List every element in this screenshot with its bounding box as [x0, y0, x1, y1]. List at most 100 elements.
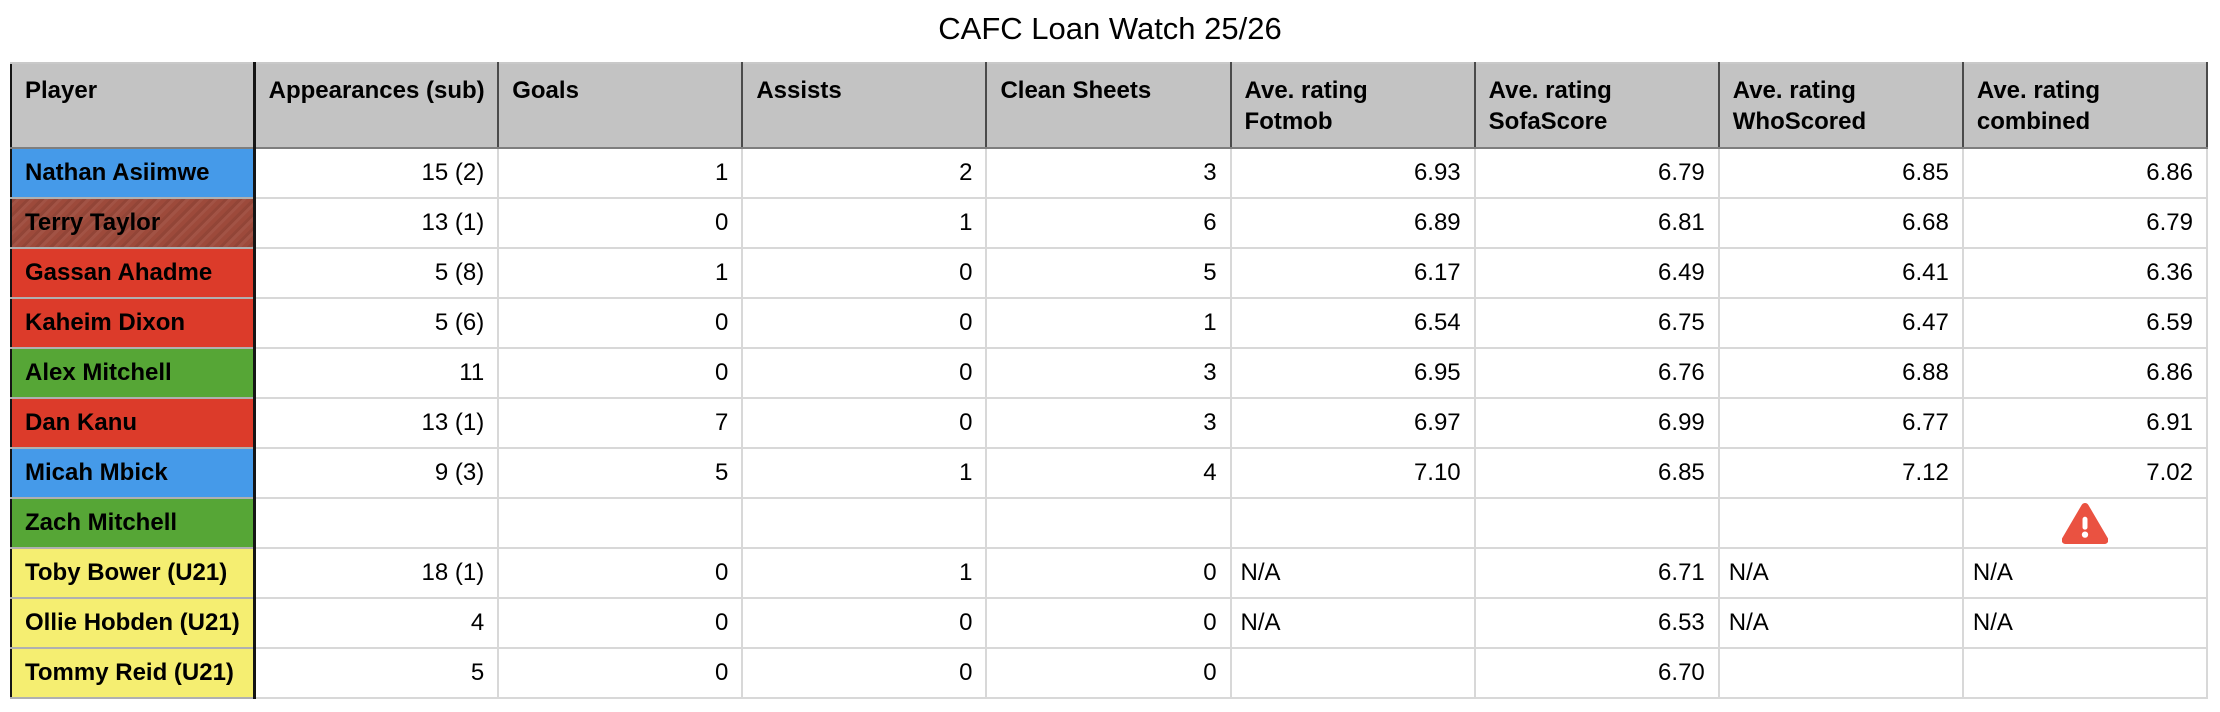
appearances-cell[interactable]: 9 (3) — [253, 447, 500, 499]
whoscored-rating-cell[interactable]: 6.41 — [1717, 247, 1964, 299]
whoscored-rating-cell[interactable]: N/A — [1717, 547, 1964, 599]
fotmob-rating-cell[interactable] — [1229, 497, 1476, 549]
combined-rating-cell[interactable]: 6.36 — [1961, 247, 2209, 299]
whoscored-rating-cell[interactable]: 6.85 — [1717, 147, 1964, 199]
player-cell[interactable]: Terry Taylor — [9, 197, 256, 249]
player-cell[interactable]: Kaheim Dixon — [9, 297, 256, 349]
column-header-clean-sheets[interactable]: Clean Sheets — [985, 62, 1232, 149]
goals-cell[interactable]: 0 — [497, 197, 744, 249]
player-cell[interactable]: Alex Mitchell — [9, 347, 256, 399]
clean-sheets-cell[interactable]: 3 — [985, 147, 1232, 199]
combined-rating-cell[interactable] — [1961, 497, 2209, 549]
clean-sheets-cell[interactable]: 6 — [985, 197, 1232, 249]
goals-cell[interactable]: 7 — [497, 397, 744, 449]
player-cell[interactable]: Nathan Asiimwe — [9, 147, 256, 199]
assists-cell[interactable]: 1 — [741, 447, 988, 499]
sofascore-rating-cell[interactable]: 6.85 — [1473, 447, 1720, 499]
column-header-appearances[interactable]: Appearances (sub) — [253, 62, 500, 149]
column-header-ave-rating-fotmob[interactable]: Ave. rating Fotmob — [1229, 62, 1476, 149]
sofascore-rating-cell[interactable]: 6.71 — [1473, 547, 1720, 599]
fotmob-rating-cell[interactable]: 6.95 — [1229, 347, 1476, 399]
whoscored-rating-cell[interactable]: 7.12 — [1717, 447, 1964, 499]
combined-rating-cell[interactable]: 6.91 — [1961, 397, 2209, 449]
clean-sheets-cell[interactable]: 0 — [985, 597, 1232, 649]
player-cell[interactable]: Zach Mitchell — [9, 497, 256, 549]
clean-sheets-cell[interactable] — [985, 497, 1232, 549]
combined-rating-cell[interactable]: N/A — [1961, 547, 2209, 599]
appearances-cell[interactable]: 5 — [253, 647, 500, 699]
goals-cell[interactable]: 0 — [497, 297, 744, 349]
assists-cell[interactable]: 0 — [741, 397, 988, 449]
combined-rating-cell[interactable]: N/A — [1961, 597, 2209, 649]
goals-cell[interactable]: 5 — [497, 447, 744, 499]
fotmob-rating-cell[interactable]: 6.17 — [1229, 247, 1476, 299]
player-cell[interactable]: Dan Kanu — [9, 397, 256, 449]
appearances-cell[interactable]: 4 — [253, 597, 500, 649]
player-cell[interactable]: Ollie Hobden (U21) — [9, 597, 256, 649]
whoscored-rating-cell[interactable]: 6.47 — [1717, 297, 1964, 349]
clean-sheets-cell[interactable]: 5 — [985, 247, 1232, 299]
clean-sheets-cell[interactable]: 0 — [985, 647, 1232, 699]
fotmob-rating-cell[interactable]: 6.54 — [1229, 297, 1476, 349]
fotmob-rating-cell[interactable]: 6.97 — [1229, 397, 1476, 449]
assists-cell[interactable]: 1 — [741, 547, 988, 599]
goals-cell[interactable]: 0 — [497, 347, 744, 399]
whoscored-rating-cell[interactable] — [1717, 647, 1964, 699]
sofascore-rating-cell[interactable]: 6.53 — [1473, 597, 1720, 649]
sofascore-rating-cell[interactable]: 6.70 — [1473, 647, 1720, 699]
player-cell[interactable]: Toby Bower (U21) — [9, 547, 256, 599]
fotmob-rating-cell[interactable]: N/A — [1229, 547, 1476, 599]
column-header-assists[interactable]: Assists — [741, 62, 988, 149]
whoscored-rating-cell[interactable] — [1717, 497, 1964, 549]
goals-cell[interactable]: 0 — [497, 647, 744, 699]
fotmob-rating-cell[interactable] — [1229, 647, 1476, 699]
assists-cell[interactable] — [741, 497, 988, 549]
appearances-cell[interactable]: 5 (8) — [253, 247, 500, 299]
assists-cell[interactable]: 0 — [741, 247, 988, 299]
sofascore-rating-cell[interactable]: 6.75 — [1473, 297, 1720, 349]
player-cell[interactable]: Micah Mbick — [9, 447, 256, 499]
combined-rating-cell[interactable]: 6.86 — [1961, 147, 2209, 199]
appearances-cell[interactable] — [253, 497, 500, 549]
assists-cell[interactable]: 0 — [741, 347, 988, 399]
assists-cell[interactable]: 0 — [741, 297, 988, 349]
column-header-ave-rating-whoscored[interactable]: Ave. rating WhoScored — [1717, 62, 1964, 149]
appearances-cell[interactable]: 13 (1) — [253, 397, 500, 449]
appearances-cell[interactable]: 13 (1) — [253, 197, 500, 249]
clean-sheets-cell[interactable]: 3 — [985, 347, 1232, 399]
goals-cell[interactable]: 0 — [497, 547, 744, 599]
combined-rating-cell[interactable]: 6.86 — [1961, 347, 2209, 399]
fotmob-rating-cell[interactable]: 6.93 — [1229, 147, 1476, 199]
warning-icon[interactable] — [2061, 502, 2109, 545]
clean-sheets-cell[interactable]: 3 — [985, 397, 1232, 449]
column-header-ave-rating-sofascore[interactable]: Ave. rating SofaScore — [1473, 62, 1720, 149]
assists-cell[interactable]: 1 — [741, 197, 988, 249]
combined-rating-cell[interactable]: 6.59 — [1961, 297, 2209, 349]
fotmob-rating-cell[interactable]: N/A — [1229, 597, 1476, 649]
goals-cell[interactable]: 1 — [497, 247, 744, 299]
assists-cell[interactable]: 2 — [741, 147, 988, 199]
fotmob-rating-cell[interactable]: 6.89 — [1229, 197, 1476, 249]
sofascore-rating-cell[interactable]: 6.79 — [1473, 147, 1720, 199]
combined-rating-cell[interactable]: 7.02 — [1961, 447, 2209, 499]
goals-cell[interactable] — [497, 497, 744, 549]
column-header-player[interactable]: Player — [9, 62, 256, 149]
sofascore-rating-cell[interactable]: 6.81 — [1473, 197, 1720, 249]
whoscored-rating-cell[interactable]: 6.68 — [1717, 197, 1964, 249]
goals-cell[interactable]: 1 — [497, 147, 744, 199]
whoscored-rating-cell[interactable]: 6.77 — [1717, 397, 1964, 449]
appearances-cell[interactable]: 11 — [253, 347, 500, 399]
sofascore-rating-cell[interactable]: 6.49 — [1473, 247, 1720, 299]
sofascore-rating-cell[interactable]: 6.76 — [1473, 347, 1720, 399]
whoscored-rating-cell[interactable]: N/A — [1717, 597, 1964, 649]
assists-cell[interactable]: 0 — [741, 597, 988, 649]
clean-sheets-cell[interactable]: 1 — [985, 297, 1232, 349]
fotmob-rating-cell[interactable]: 7.10 — [1229, 447, 1476, 499]
column-header-goals[interactable]: Goals — [497, 62, 744, 149]
sofascore-rating-cell[interactable] — [1473, 497, 1720, 549]
clean-sheets-cell[interactable]: 0 — [985, 547, 1232, 599]
appearances-cell[interactable]: 18 (1) — [253, 547, 500, 599]
sofascore-rating-cell[interactable]: 6.99 — [1473, 397, 1720, 449]
appearances-cell[interactable]: 15 (2) — [253, 147, 500, 199]
clean-sheets-cell[interactable]: 4 — [985, 447, 1232, 499]
